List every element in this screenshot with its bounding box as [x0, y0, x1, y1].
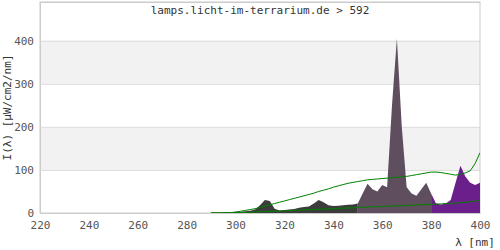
plot-frame	[40, 2, 480, 213]
y-axis: 0100200300400	[14, 3, 480, 221]
y-tick: 300	[14, 78, 480, 91]
spectrum-area	[358, 39, 431, 213]
x-tick: 280	[177, 213, 197, 232]
y-tick: 100	[14, 164, 480, 177]
x-tick-label: 300	[226, 219, 246, 232]
y-tick: 200	[14, 121, 480, 134]
x-tick-label: 220	[31, 219, 51, 232]
y-tick-label: 200	[14, 121, 34, 134]
y-axis-label: I(λ) [μW/cm2/nm]	[1, 55, 14, 161]
curve-line	[211, 200, 480, 213]
x-tick: 400	[471, 213, 491, 232]
x-tick-label: 360	[373, 219, 393, 232]
chart: 0100200300400220240260280300320340360380…	[0, 0, 500, 250]
y-axis-line	[41, 3, 481, 214]
x-tick: 300	[226, 213, 246, 232]
x-tick-label: 340	[324, 219, 344, 232]
curve-line	[211, 153, 480, 213]
y-grid-line	[40, 41, 480, 42]
x-tick-label: 280	[177, 219, 197, 232]
y-tick-label: 300	[14, 78, 34, 91]
x-tick: 340	[324, 213, 344, 232]
x-tick: 380	[422, 213, 442, 232]
x-tick-label: 400	[471, 219, 491, 232]
y-tick: 400	[14, 35, 480, 48]
plot: 0100200300400220240260280300320340360380…	[14, 2, 490, 232]
title: lamps.licht-im-terrarium.de > 592	[151, 4, 370, 17]
x-axis: 220 240 260 280 300 320 340 360 380 400	[31, 213, 491, 232]
band	[40, 127, 480, 170]
x-tick: 360	[373, 213, 393, 232]
y-tick-label: 400	[14, 35, 34, 48]
marks	[211, 39, 480, 213]
y-tick-label: 100	[14, 164, 34, 177]
x-tick-label: 320	[275, 219, 295, 232]
x-tick: 240	[79, 213, 99, 232]
x-tick: 320	[275, 213, 295, 232]
x-tick: 260	[128, 213, 148, 232]
y-grid-line	[40, 127, 480, 128]
x-tick: 220	[31, 213, 51, 232]
y-grid-line	[40, 170, 480, 171]
bands	[40, 41, 480, 170]
x-tick-label: 380	[422, 219, 442, 232]
y-grid-line	[40, 84, 480, 85]
x-tick-label: 260	[128, 219, 148, 232]
x-tick-label: 240	[79, 219, 99, 232]
x-axis-label: λ [nm]	[455, 236, 495, 249]
band	[40, 41, 480, 84]
